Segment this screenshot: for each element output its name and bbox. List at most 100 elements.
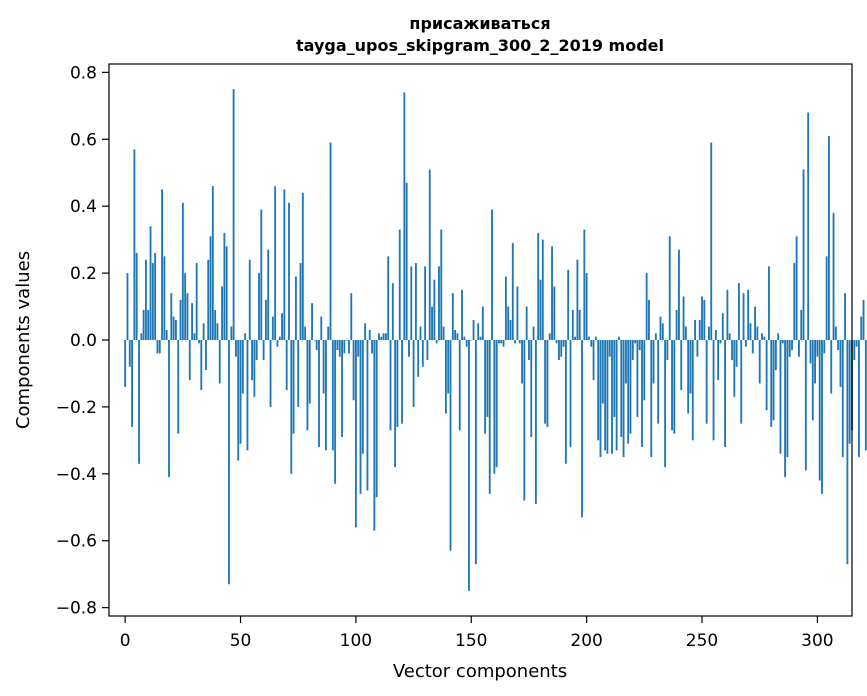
bar — [364, 323, 367, 340]
bar — [731, 340, 733, 361]
bar — [341, 340, 343, 438]
bar — [456, 333, 459, 340]
x-axis: 0 50 100 150 200 250 300 — [120, 616, 834, 651]
bar — [541, 239, 544, 340]
bar — [274, 186, 277, 340]
x-tick-label: 50 — [230, 631, 252, 651]
bar — [666, 340, 669, 361]
bar — [523, 340, 526, 501]
bar — [701, 296, 703, 340]
bar — [832, 212, 835, 340]
y-tick-label: 0.4 — [70, 197, 97, 217]
bar — [271, 316, 274, 340]
bar — [691, 340, 694, 441]
bar — [528, 340, 530, 361]
bar — [562, 340, 565, 347]
bar — [458, 340, 461, 431]
bar — [292, 340, 295, 434]
bar — [504, 276, 507, 340]
bar — [387, 256, 390, 340]
bar — [465, 340, 468, 347]
bar — [738, 283, 740, 340]
bar — [608, 340, 611, 357]
bar — [126, 273, 129, 340]
bar — [294, 276, 297, 340]
bar — [763, 336, 766, 340]
bar — [514, 340, 517, 344]
bar — [643, 340, 646, 401]
bar — [507, 306, 510, 340]
bar — [331, 340, 334, 451]
bar — [798, 340, 800, 357]
bar — [248, 259, 251, 340]
bar — [758, 340, 761, 384]
bar — [438, 266, 440, 340]
y-tick-label: −0.6 — [56, 532, 97, 552]
bar — [714, 329, 717, 340]
bar — [618, 336, 620, 340]
bar — [128, 340, 131, 367]
bar — [781, 340, 784, 344]
bar — [521, 340, 523, 384]
bar — [493, 340, 496, 474]
bar — [606, 340, 609, 454]
bar — [391, 283, 394, 340]
bar — [278, 336, 281, 340]
bar — [431, 306, 433, 340]
bar — [267, 249, 270, 340]
bar — [551, 246, 553, 340]
bar — [440, 229, 443, 340]
bar — [788, 340, 791, 357]
bar — [761, 333, 763, 340]
bar — [138, 340, 140, 464]
bar — [684, 326, 687, 340]
bar — [650, 340, 653, 458]
bar — [592, 340, 595, 381]
x-tick-label: 100 — [340, 631, 372, 651]
bar — [500, 340, 503, 344]
y-tick-label: 0.2 — [70, 264, 97, 284]
y-tick-label: 0.8 — [70, 63, 97, 83]
bar — [518, 340, 521, 344]
bar — [181, 202, 184, 340]
bar — [304, 326, 307, 340]
bar — [680, 340, 683, 391]
bar — [860, 316, 863, 340]
bar — [398, 229, 401, 340]
bar — [449, 340, 452, 551]
bar — [486, 340, 489, 417]
bar — [221, 286, 223, 340]
bar — [532, 326, 535, 340]
bar — [751, 340, 754, 354]
bar — [564, 340, 567, 464]
bar — [687, 340, 690, 414]
bar — [807, 112, 810, 340]
bar — [590, 340, 593, 347]
bar — [414, 263, 417, 340]
bar — [375, 340, 378, 498]
bar — [145, 259, 147, 340]
bar — [705, 340, 708, 424]
chart-title: присаживаться — [409, 14, 550, 33]
bar — [721, 313, 724, 340]
bar — [168, 340, 170, 478]
bar — [230, 326, 233, 340]
bar — [297, 340, 300, 407]
bar — [802, 169, 805, 340]
bar — [382, 333, 385, 340]
x-tick-label: 150 — [455, 631, 487, 651]
bar — [853, 340, 856, 361]
bar — [232, 89, 235, 340]
bar — [161, 189, 163, 340]
bar — [558, 340, 560, 361]
bar — [442, 326, 445, 340]
bar — [539, 279, 542, 340]
bar — [844, 293, 846, 340]
bar — [821, 340, 823, 494]
bar — [140, 333, 143, 340]
bar — [544, 340, 547, 424]
bar — [841, 340, 844, 458]
bar — [324, 340, 327, 451]
bar — [615, 340, 618, 451]
bar — [378, 333, 380, 340]
